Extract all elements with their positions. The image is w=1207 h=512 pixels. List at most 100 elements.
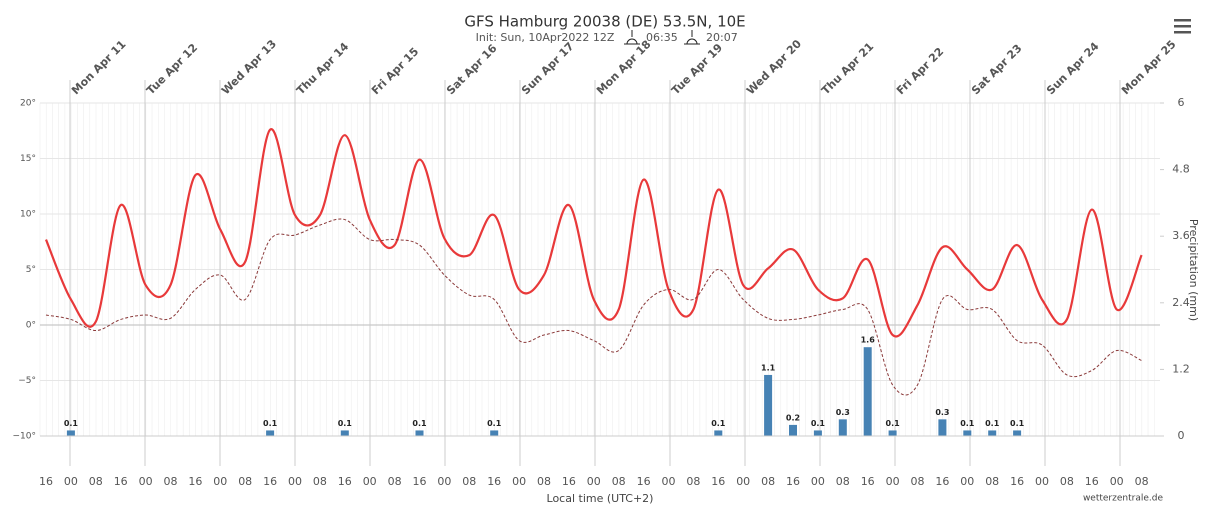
x-tick-label: 08 (462, 475, 476, 488)
day-label: Mon Apr 18 (594, 38, 653, 97)
precip-bar (1013, 430, 1022, 436)
x-tick-label: 00 (437, 475, 451, 488)
precip-bar (340, 430, 349, 436)
precip-bar (266, 430, 275, 436)
x-tick-label: 00 (288, 475, 302, 488)
precip-label: 0.2 (786, 413, 800, 422)
day-label: Mon Apr 11 (69, 38, 128, 97)
menu-button[interactable] (1174, 19, 1191, 34)
precip-label: 0.1 (886, 419, 901, 428)
day-label: Tue Apr 12 (144, 41, 200, 97)
precip-label: 0.1 (412, 419, 427, 428)
x-tick-label: 16 (637, 475, 651, 488)
sunrise-time: 06:35 (646, 31, 678, 44)
x-tick-label: 08 (238, 475, 252, 488)
precip-bar (863, 347, 872, 436)
precip-label: 0.3 (836, 408, 850, 417)
chart-subtitle: Init: Sun, 10Apr2022 12Z (476, 31, 615, 44)
precip-label: 0.1 (1010, 419, 1025, 428)
temperature-line (44, 128, 1143, 338)
precip-bar (789, 424, 797, 436)
x-tick-label: 08 (911, 475, 925, 488)
precip-label: 0.1 (263, 419, 278, 428)
x-tick-label: 16 (263, 475, 277, 488)
precip-label: 0.1 (985, 419, 1000, 428)
precip-bar (764, 374, 773, 436)
precip-bar (66, 430, 75, 436)
chart-title: GFS Hamburg 20038 (DE) 53.5N, 10E (464, 13, 745, 31)
precip-bar (938, 419, 947, 436)
day-label: Sat Apr 23 (969, 42, 1024, 97)
x-tick-label: 08 (313, 475, 327, 488)
x-tick-label: 00 (736, 475, 750, 488)
day-label: Wed Apr 13 (219, 37, 279, 97)
precip-bar (838, 419, 847, 436)
y-tick-label: 10° (20, 210, 36, 220)
sunrise-icon (624, 30, 640, 45)
y2-tick-label: 3.6 (1172, 229, 1190, 242)
sunset-time: 20:07 (706, 31, 738, 44)
precip-bar (963, 430, 972, 436)
precip-label: 1.1 (761, 363, 776, 372)
x-tick-label: 16 (711, 475, 725, 488)
x-tick-label: 00 (662, 475, 676, 488)
x-tick-label: 16 (1085, 475, 1099, 488)
x-tick-label: 16 (562, 475, 576, 488)
x-tick-label: 00 (363, 475, 377, 488)
precip-bar (888, 430, 897, 436)
precip-bar (415, 430, 424, 436)
precip-label: 0.3 (935, 408, 949, 417)
day-label: Mon Apr 25 (1119, 38, 1178, 97)
x-tick-label: 16 (338, 475, 352, 488)
y-tick-label: −10° (13, 432, 37, 442)
x-tick-label: 00 (1110, 475, 1124, 488)
day-label: Fri Apr 22 (894, 45, 946, 97)
x-tick-label: 00 (811, 475, 825, 488)
sunset-icon (684, 30, 700, 45)
x-tick-label: 08 (537, 475, 551, 488)
x-tick-label: 08 (164, 475, 178, 488)
day-label: Sun Apr 17 (519, 40, 577, 98)
x-tick-label: 00 (213, 475, 227, 488)
x-axis-label: Local time (UTC+2) (547, 492, 654, 505)
y2-axis-label: Precipitation (mm) (1187, 219, 1200, 321)
x-tick-label: 08 (985, 475, 999, 488)
x-tick-label: 00 (139, 475, 153, 488)
precip-label: 0.1 (338, 419, 353, 428)
precip-label: 0.1 (711, 419, 726, 428)
y2-tick-label: 0 (1178, 429, 1185, 442)
x-tick-label: 08 (761, 475, 775, 488)
y-tick-label: 0° (26, 321, 36, 331)
x-tick-label: 00 (1035, 475, 1049, 488)
precip-bar (988, 430, 997, 436)
day-label: Sun Apr 24 (1044, 39, 1102, 97)
x-tick-label: 16 (1010, 475, 1024, 488)
precip-label: 1.6 (861, 336, 876, 345)
day-label: Sat Apr 16 (444, 42, 500, 98)
x-tick-label: 16 (39, 475, 53, 488)
y-tick-label: 15° (20, 154, 36, 164)
x-tick-label: 08 (686, 475, 700, 488)
x-tick-label: 08 (388, 475, 402, 488)
x-tick-label: 08 (612, 475, 626, 488)
precip-label: 0.1 (811, 419, 826, 428)
x-tick-label: 08 (1135, 475, 1149, 488)
x-tick-label: 16 (935, 475, 949, 488)
x-tick-label: 00 (886, 475, 900, 488)
x-tick-label: 08 (836, 475, 850, 488)
x-tick-label: 16 (487, 475, 501, 488)
precip-label: 0.1 (960, 419, 975, 428)
credit: wetterzentrale.de (1083, 494, 1164, 504)
day-label: Wed Apr 20 (744, 37, 804, 97)
x-tick-label: 00 (512, 475, 526, 488)
y2-tick-label: 4.8 (1172, 163, 1190, 176)
x-tick-label: 00 (960, 475, 974, 488)
precip-label: 0.1 (64, 419, 79, 428)
day-label: Fri Apr 15 (369, 45, 421, 97)
x-tick-label: 16 (861, 475, 875, 488)
day-label: Thu Apr 21 (819, 40, 876, 97)
y2-tick-label: 1.2 (1172, 362, 1190, 375)
y-tick-label: 20° (20, 99, 36, 109)
y-tick-label: 5° (26, 265, 36, 275)
